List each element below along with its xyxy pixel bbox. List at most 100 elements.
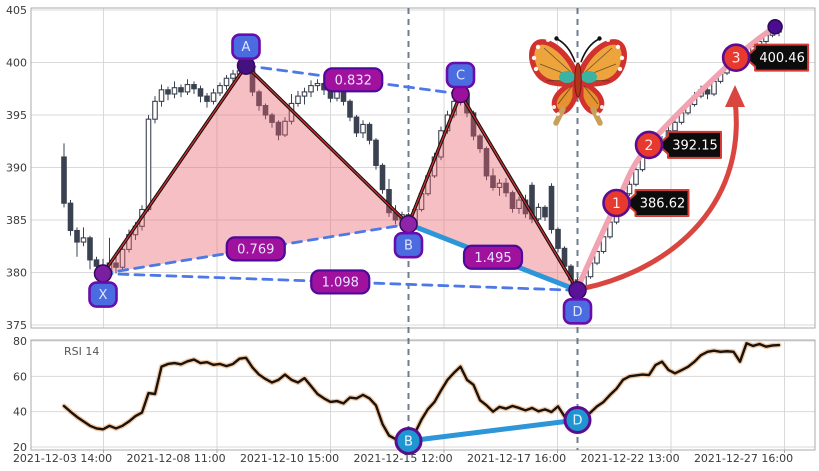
x-axis-tick-label: 2021-12-08 11:00 [126,452,225,465]
x-axis-tick-label: 2021-12-17 16:00 [467,452,566,465]
candle [633,169,639,185]
rsi-marker-label: B [404,434,413,449]
ratio-label-box[interactable] [310,269,371,295]
candle [594,250,600,264]
pattern-badge-box[interactable] [231,33,261,60]
main-panel-border [30,7,816,329]
pattern-badge-box[interactable] [88,281,118,308]
target-price-text: 386.62 [640,196,686,211]
ratio-label-0_769[interactable]: 0.769 [225,236,286,262]
candle [61,156,67,204]
ratio-label-1_495[interactable]: 1.495 [462,244,524,270]
pattern-badge-box[interactable] [445,61,476,89]
candle [256,91,262,107]
candle [178,87,184,93]
candle [490,175,496,188]
pattern-badge-label: A [242,40,251,55]
rsi-line [62,342,781,443]
candle [113,262,119,268]
target-price-text: 400.46 [759,51,805,66]
candle [548,185,555,230]
pattern-badge-a[interactable]: A [231,33,261,60]
target-price-label[interactable]: 400.46 [744,43,810,72]
target-price-box[interactable] [657,130,722,159]
annotation-layer: X A B C D 0.832 0.769 1.098 1.495 386.62 1 392.15 2 4… [88,33,810,325]
x-axis-tick-label: 2021-12-03 14:00 [13,452,112,465]
butterfly-wing [529,38,579,126]
rsi-marker-b[interactable] [394,426,423,455]
target-circle[interactable] [634,130,664,160]
ratio-label-text: 0.832 [335,73,372,88]
candle [74,229,80,243]
rsi-layer: BD [61,340,782,455]
x-axis-tick-label: 2021-12-10 15:00 [240,452,339,465]
candle [171,87,178,95]
target-price-box[interactable] [624,188,690,217]
x-axis-tick-label: 2021-12-27 16:00 [694,452,793,465]
candle [223,77,230,87]
ratio-label-box[interactable] [323,67,384,93]
ratio-label-0_832[interactable]: 0.832 [323,67,384,93]
target-price-label[interactable]: 392.15 [657,130,722,159]
target-circle[interactable] [602,188,631,218]
target-2[interactable]: 392.15 2 [634,130,722,160]
target-price-text: 392.15 [672,138,718,153]
pattern-point-b[interactable] [399,214,418,234]
candle [301,91,308,97]
candle [119,248,126,268]
ratio-label-1_098[interactable]: 1.098 [310,269,371,295]
rsi-marker-label: D [572,413,582,428]
butterfly-body [574,62,582,98]
candle [672,121,678,132]
ratio-label-text: 1.495 [474,251,511,266]
rsi-axis-tick-label: 40 [13,406,27,419]
candle [308,85,314,93]
candle [165,89,171,95]
target-price-box[interactable] [744,43,810,72]
rsi-bd-line [406,417,580,444]
x-axis-tick-label: 2021-12-15 12:00 [353,452,452,465]
candle [704,89,711,95]
pattern-point-d[interactable] [568,281,587,300]
pattern-badge-b[interactable]: B [393,231,424,259]
candle [269,114,275,123]
pattern-point-x[interactable] [93,264,113,283]
candle [262,105,269,116]
candle [80,237,87,243]
rsi-axis-tick-label: 80 [13,335,27,348]
pattern-badge-x[interactable]: X [88,281,118,308]
target-price-label[interactable]: 386.62 [624,188,690,217]
candle [366,123,373,141]
target-arrowhead [725,85,745,107]
rsi-marker-d[interactable] [563,405,592,434]
rsi-axis-tick-label: 60 [13,370,27,383]
candle [152,100,158,120]
ratio-line [244,64,462,96]
target-circle[interactable] [721,43,751,72]
pattern-badge-label: B [404,239,413,254]
target-1[interactable]: 386.62 1 [602,188,690,218]
rsi-axis-tick-label: 20 [13,441,27,454]
pattern-badge-box[interactable] [393,231,424,259]
candle [275,121,282,136]
candles-layer [61,25,782,294]
rsi-line-halo [61,340,782,444]
ratio-line [101,272,579,292]
candle [295,95,301,104]
ratio-label-box[interactable] [462,244,524,270]
candle [503,182,509,194]
projection-end-dot [767,19,783,35]
y-axis-tick-label: 395 [6,109,27,122]
candle [535,206,542,220]
pattern-badge-d[interactable]: D [562,298,593,325]
pattern-fill [408,94,578,291]
pattern-badge-c[interactable]: C [445,61,476,89]
pattern-badge-box[interactable] [562,298,593,325]
x-axis-tick-label: 2021-12-22 13:00 [580,452,679,465]
target-3[interactable]: 400.46 3 [721,43,810,72]
candle [496,182,503,188]
candle [197,88,204,97]
candle [87,237,93,261]
ratio-label-box[interactable] [225,236,286,262]
y-axis-tick-label: 405 [6,4,27,17]
